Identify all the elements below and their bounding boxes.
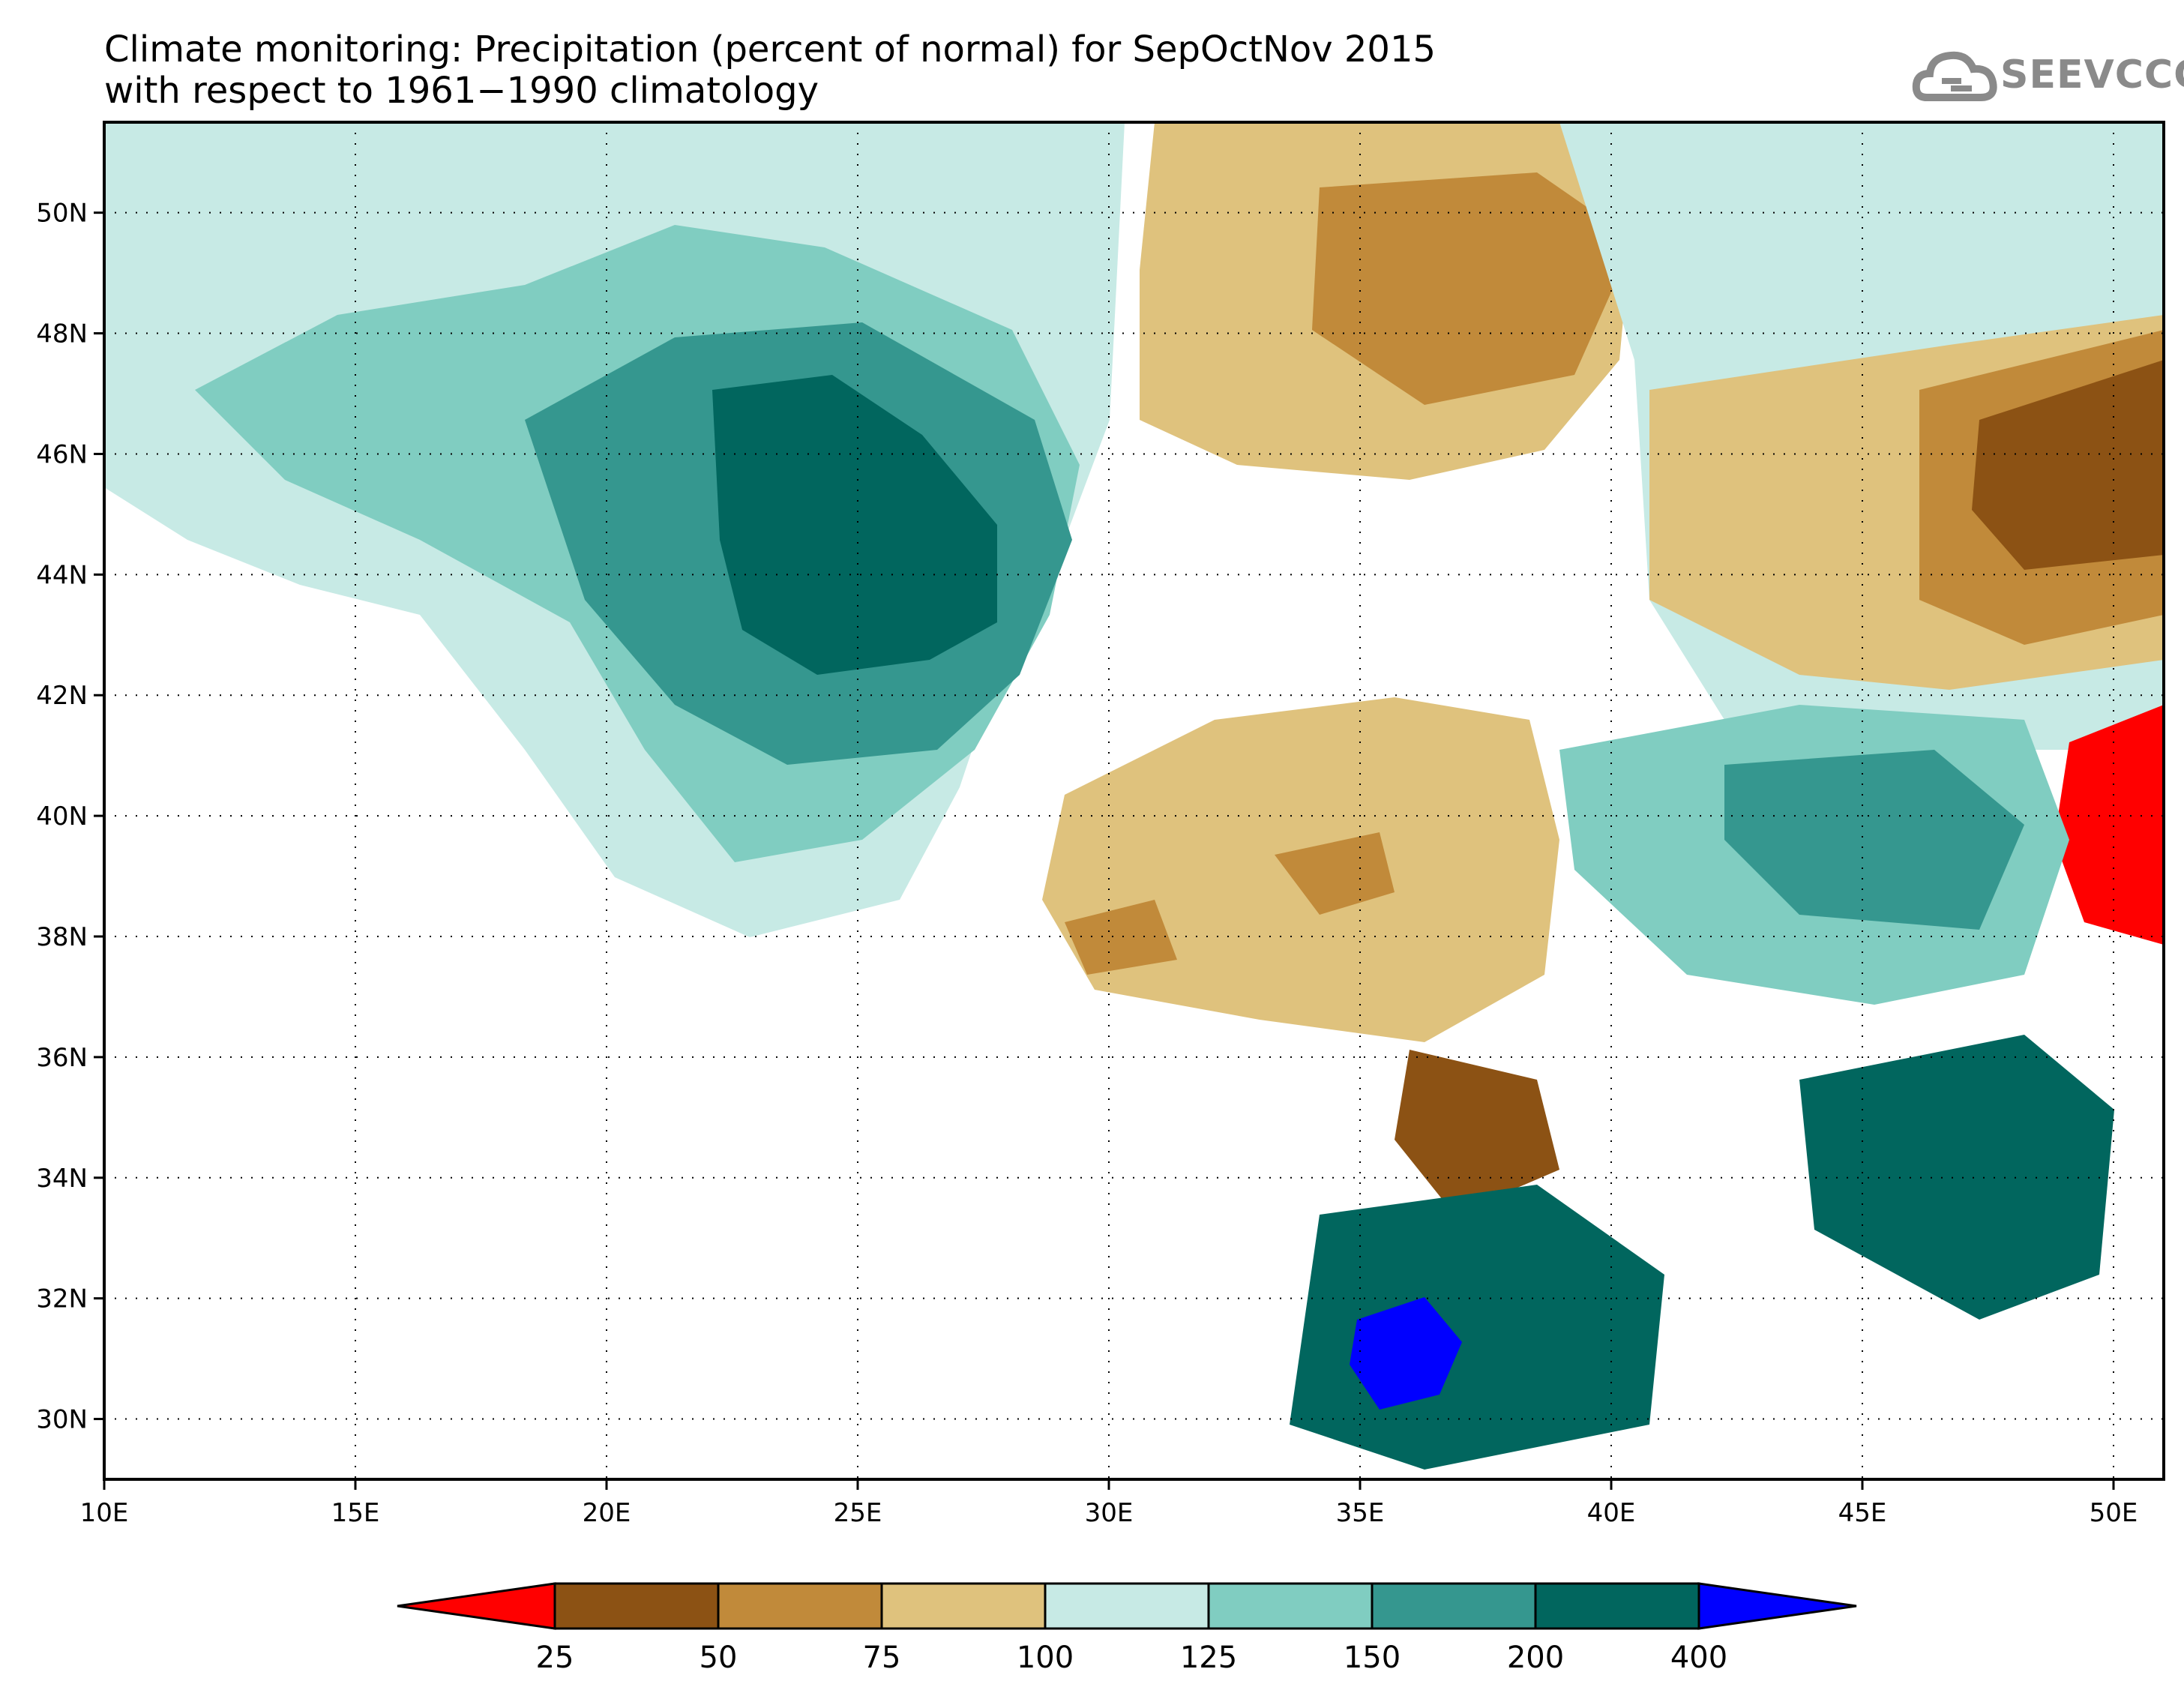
region-eastturkey-200	[1724, 750, 2024, 930]
longitude-gridlines: 10E 15E 20E 25E 30E 35E 40E 45E 50E	[80, 122, 2138, 1528]
lat-tick-label: 50N	[36, 199, 88, 229]
map-title: Climate monitoring: Precipitation (perce…	[104, 28, 1437, 70]
colorbar-cell	[1534, 1582, 1700, 1630]
colorbar-label: 75	[863, 1641, 901, 1675]
colorbar-cell	[717, 1582, 883, 1630]
region-iraq-400	[1799, 1035, 2114, 1320]
plot-frame	[103, 121, 2165, 1481]
lon-tick-label: 50E	[2090, 1498, 2138, 1528]
lon-tick-label: 25E	[834, 1498, 882, 1528]
colorbar-label: 50	[700, 1641, 738, 1675]
lon-tick-label: 30E	[1085, 1498, 1134, 1528]
colorbar-cell	[1044, 1582, 1210, 1630]
lon-tick-label: 45E	[1838, 1498, 1887, 1528]
logo-text: SEEVCCC	[2000, 52, 2184, 97]
region-romania-400	[712, 375, 997, 675]
lat-tick-label: 42N	[36, 681, 88, 711]
lon-tick-label: 10E	[80, 1498, 129, 1528]
region-caucasus-25	[1972, 360, 2164, 570]
region-turkey-50	[1065, 832, 1395, 975]
region-levant-50	[1395, 1050, 1559, 1215]
colorbar-label: 100	[1017, 1641, 1074, 1675]
colorbar-label: 125	[1180, 1641, 1237, 1675]
colorbar-cell	[880, 1582, 1047, 1630]
lat-tick-label: 40N	[36, 802, 88, 832]
region-caspian-lt25	[2054, 705, 2164, 945]
lon-tick-label: 40E	[1587, 1498, 1636, 1528]
seevccc-logo: SEEVCCC	[1912, 45, 2184, 112]
lat-tick-label: 46N	[36, 439, 88, 469]
lat-tick-label: 30N	[36, 1405, 88, 1435]
lat-tick-label: 34N	[36, 1164, 88, 1194]
lat-tick-label: 32N	[36, 1284, 88, 1314]
lon-tick-label: 15E	[331, 1498, 380, 1528]
lat-tick-label: 48N	[36, 319, 88, 349]
lon-tick-label: 35E	[1336, 1498, 1385, 1528]
colorbar: 25 50 75 100 125 150 200 400	[397, 1582, 1857, 1675]
latitude-gridlines: 30N 32N 34N 36N 38N 40N 42N 44N 46N 48N 50N	[36, 199, 2164, 1435]
region-jordan-gt400	[1350, 1297, 1462, 1410]
lat-tick-label: 36N	[36, 1043, 88, 1073]
colorbar-cell	[1371, 1582, 1537, 1630]
region-ukraine-50	[1312, 172, 1634, 405]
lat-tick-label: 38N	[36, 922, 88, 952]
colorbar-cell	[1207, 1582, 1374, 1630]
colorbar-arrow-high	[1697, 1582, 1857, 1630]
colorbar-cell	[553, 1582, 720, 1630]
precip-field	[104, 122, 2164, 1479]
colorbar-label: 25	[536, 1641, 574, 1675]
lon-tick-label: 20E	[583, 1498, 631, 1528]
colorbar-label: 150	[1344, 1641, 1401, 1675]
lat-tick-label: 44N	[36, 560, 88, 590]
colorbar-label: 400	[1670, 1641, 1727, 1675]
cloud-icon	[1912, 51, 1997, 101]
colorbar-arrow-low	[397, 1582, 556, 1630]
map-subtitle: with respect to 1961−1990 climatology	[104, 70, 819, 112]
colorbar-label: 200	[1507, 1641, 1564, 1675]
